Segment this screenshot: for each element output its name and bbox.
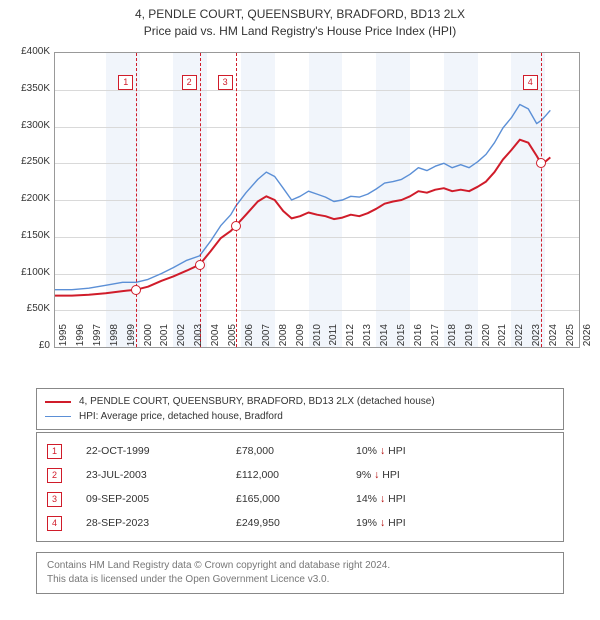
ytick-label: £350K [8, 83, 50, 94]
xtick-label: 2016 [413, 324, 424, 354]
sale-diff: 19% ↓ HPI [356, 517, 406, 529]
xtick-label: 1998 [109, 324, 120, 354]
ytick-label: £300K [8, 120, 50, 131]
legend-label: HPI: Average price, detached house, Brad… [79, 409, 283, 424]
xtick-label: 2000 [143, 324, 154, 354]
footnote-line1: Contains HM Land Registry data © Crown c… [47, 559, 553, 573]
xtick-label: 2021 [497, 324, 508, 354]
footnote: Contains HM Land Registry data © Crown c… [36, 552, 564, 594]
arrow-down-icon: ↓ [380, 445, 385, 457]
chart-title-line2: Price paid vs. HM Land Registry's House … [0, 23, 600, 40]
sale-price: £165,000 [236, 493, 356, 505]
sale-date: 22-OCT-1999 [86, 445, 236, 457]
xtick-label: 2002 [176, 324, 187, 354]
xtick-label: 2024 [548, 324, 559, 354]
xtick-label: 2012 [345, 324, 356, 354]
xtick-label: 1995 [58, 324, 69, 354]
xtick-label: 2015 [396, 324, 407, 354]
sale-marker-box: 3 [218, 75, 233, 90]
xtick-label: 2025 [565, 324, 576, 354]
sale-price: £78,000 [236, 445, 356, 457]
sale-marker-dot [195, 260, 205, 270]
sale-row: 4 28-SEP-2023£249,95019% ↓ HPI [47, 511, 553, 535]
xtick-label: 2009 [295, 324, 306, 354]
sale-marker-dot [231, 221, 241, 231]
xtick-label: 2023 [531, 324, 542, 354]
footnote-line2: This data is licensed under the Open Gov… [47, 573, 553, 587]
sale-marker-line [541, 53, 542, 347]
arrow-down-icon: ↓ [380, 493, 385, 505]
chart-title: 4, PENDLE COURT, QUEENSBURY, BRADFORD, B… [0, 0, 600, 40]
ytick-label: £400K [8, 46, 50, 57]
sale-date: 28-SEP-2023 [86, 517, 236, 529]
sale-marker-dot [131, 285, 141, 295]
arrow-down-icon: ↓ [374, 469, 379, 481]
sale-row-index: 3 [47, 492, 62, 507]
xtick-label: 1996 [75, 324, 86, 354]
arrow-down-icon: ↓ [380, 517, 385, 529]
ytick-label: £100K [8, 267, 50, 278]
sale-marker-line [136, 53, 137, 347]
xtick-label: 2003 [193, 324, 204, 354]
legend-swatch [45, 401, 71, 403]
plot-region: 1 2 3 4 [54, 52, 580, 348]
xtick-label: 2014 [379, 324, 390, 354]
xtick-label: 2022 [514, 324, 525, 354]
xtick-label: 2004 [210, 324, 221, 354]
sale-marker-line [236, 53, 237, 347]
sales-table: 1 22-OCT-1999£78,00010% ↓ HPI 2 23-JUL-2003… [36, 432, 564, 542]
legend-swatch [45, 416, 71, 417]
xtick-label: 1997 [92, 324, 103, 354]
chart-title-line1: 4, PENDLE COURT, QUEENSBURY, BRADFORD, B… [0, 6, 600, 23]
xtick-label: 2013 [362, 324, 373, 354]
xtick-label: 2018 [447, 324, 458, 354]
sale-diff: 9% ↓ HPI [356, 469, 400, 481]
xtick-label: 2019 [464, 324, 475, 354]
xtick-label: 2026 [582, 324, 593, 354]
sale-row: 3 09-SEP-2005£165,00014% ↓ HPI [47, 487, 553, 511]
xtick-label: 2017 [430, 324, 441, 354]
sale-row-index: 1 [47, 444, 62, 459]
xtick-label: 2007 [261, 324, 272, 354]
ytick-label: £0 [8, 340, 50, 351]
xtick-label: 2008 [278, 324, 289, 354]
sale-marker-line [200, 53, 201, 347]
sale-marker-box: 4 [523, 75, 538, 90]
sale-marker-box: 1 [118, 75, 133, 90]
legend-label: 4, PENDLE COURT, QUEENSBURY, BRADFORD, B… [79, 394, 435, 409]
sale-date: 23-JUL-2003 [86, 469, 236, 481]
xtick-label: 2011 [328, 324, 339, 354]
sale-price: £112,000 [236, 469, 356, 481]
legend-item: HPI: Average price, detached house, Brad… [45, 409, 555, 424]
xtick-label: 2020 [481, 324, 492, 354]
sale-date: 09-SEP-2005 [86, 493, 236, 505]
ytick-label: £250K [8, 156, 50, 167]
sale-row: 2 23-JUL-2003£112,0009% ↓ HPI [47, 463, 553, 487]
chart-area: £0 £50K £100K £150K £200K £250K £300K £350K £400… [10, 48, 590, 378]
sale-row: 1 22-OCT-1999£78,00010% ↓ HPI [47, 439, 553, 463]
ytick-label: £150K [8, 230, 50, 241]
xtick-label: 2005 [227, 324, 238, 354]
sale-price: £249,950 [236, 517, 356, 529]
ytick-label: £200K [8, 193, 50, 204]
sale-row-index: 2 [47, 468, 62, 483]
ytick-label: £50K [8, 303, 50, 314]
sale-marker-dot [536, 158, 546, 168]
legend-item: 4, PENDLE COURT, QUEENSBURY, BRADFORD, B… [45, 394, 555, 409]
series-hpi [55, 105, 550, 290]
sale-diff: 14% ↓ HPI [356, 493, 406, 505]
xtick-label: 1999 [126, 324, 137, 354]
xtick-label: 2010 [312, 324, 323, 354]
xtick-label: 2006 [244, 324, 255, 354]
sale-marker-box: 2 [182, 75, 197, 90]
sale-diff: 10% ↓ HPI [356, 445, 406, 457]
sale-row-index: 4 [47, 516, 62, 531]
legend: 4, PENDLE COURT, QUEENSBURY, BRADFORD, B… [36, 388, 564, 430]
svg-lines [55, 53, 579, 347]
xtick-label: 2001 [159, 324, 170, 354]
